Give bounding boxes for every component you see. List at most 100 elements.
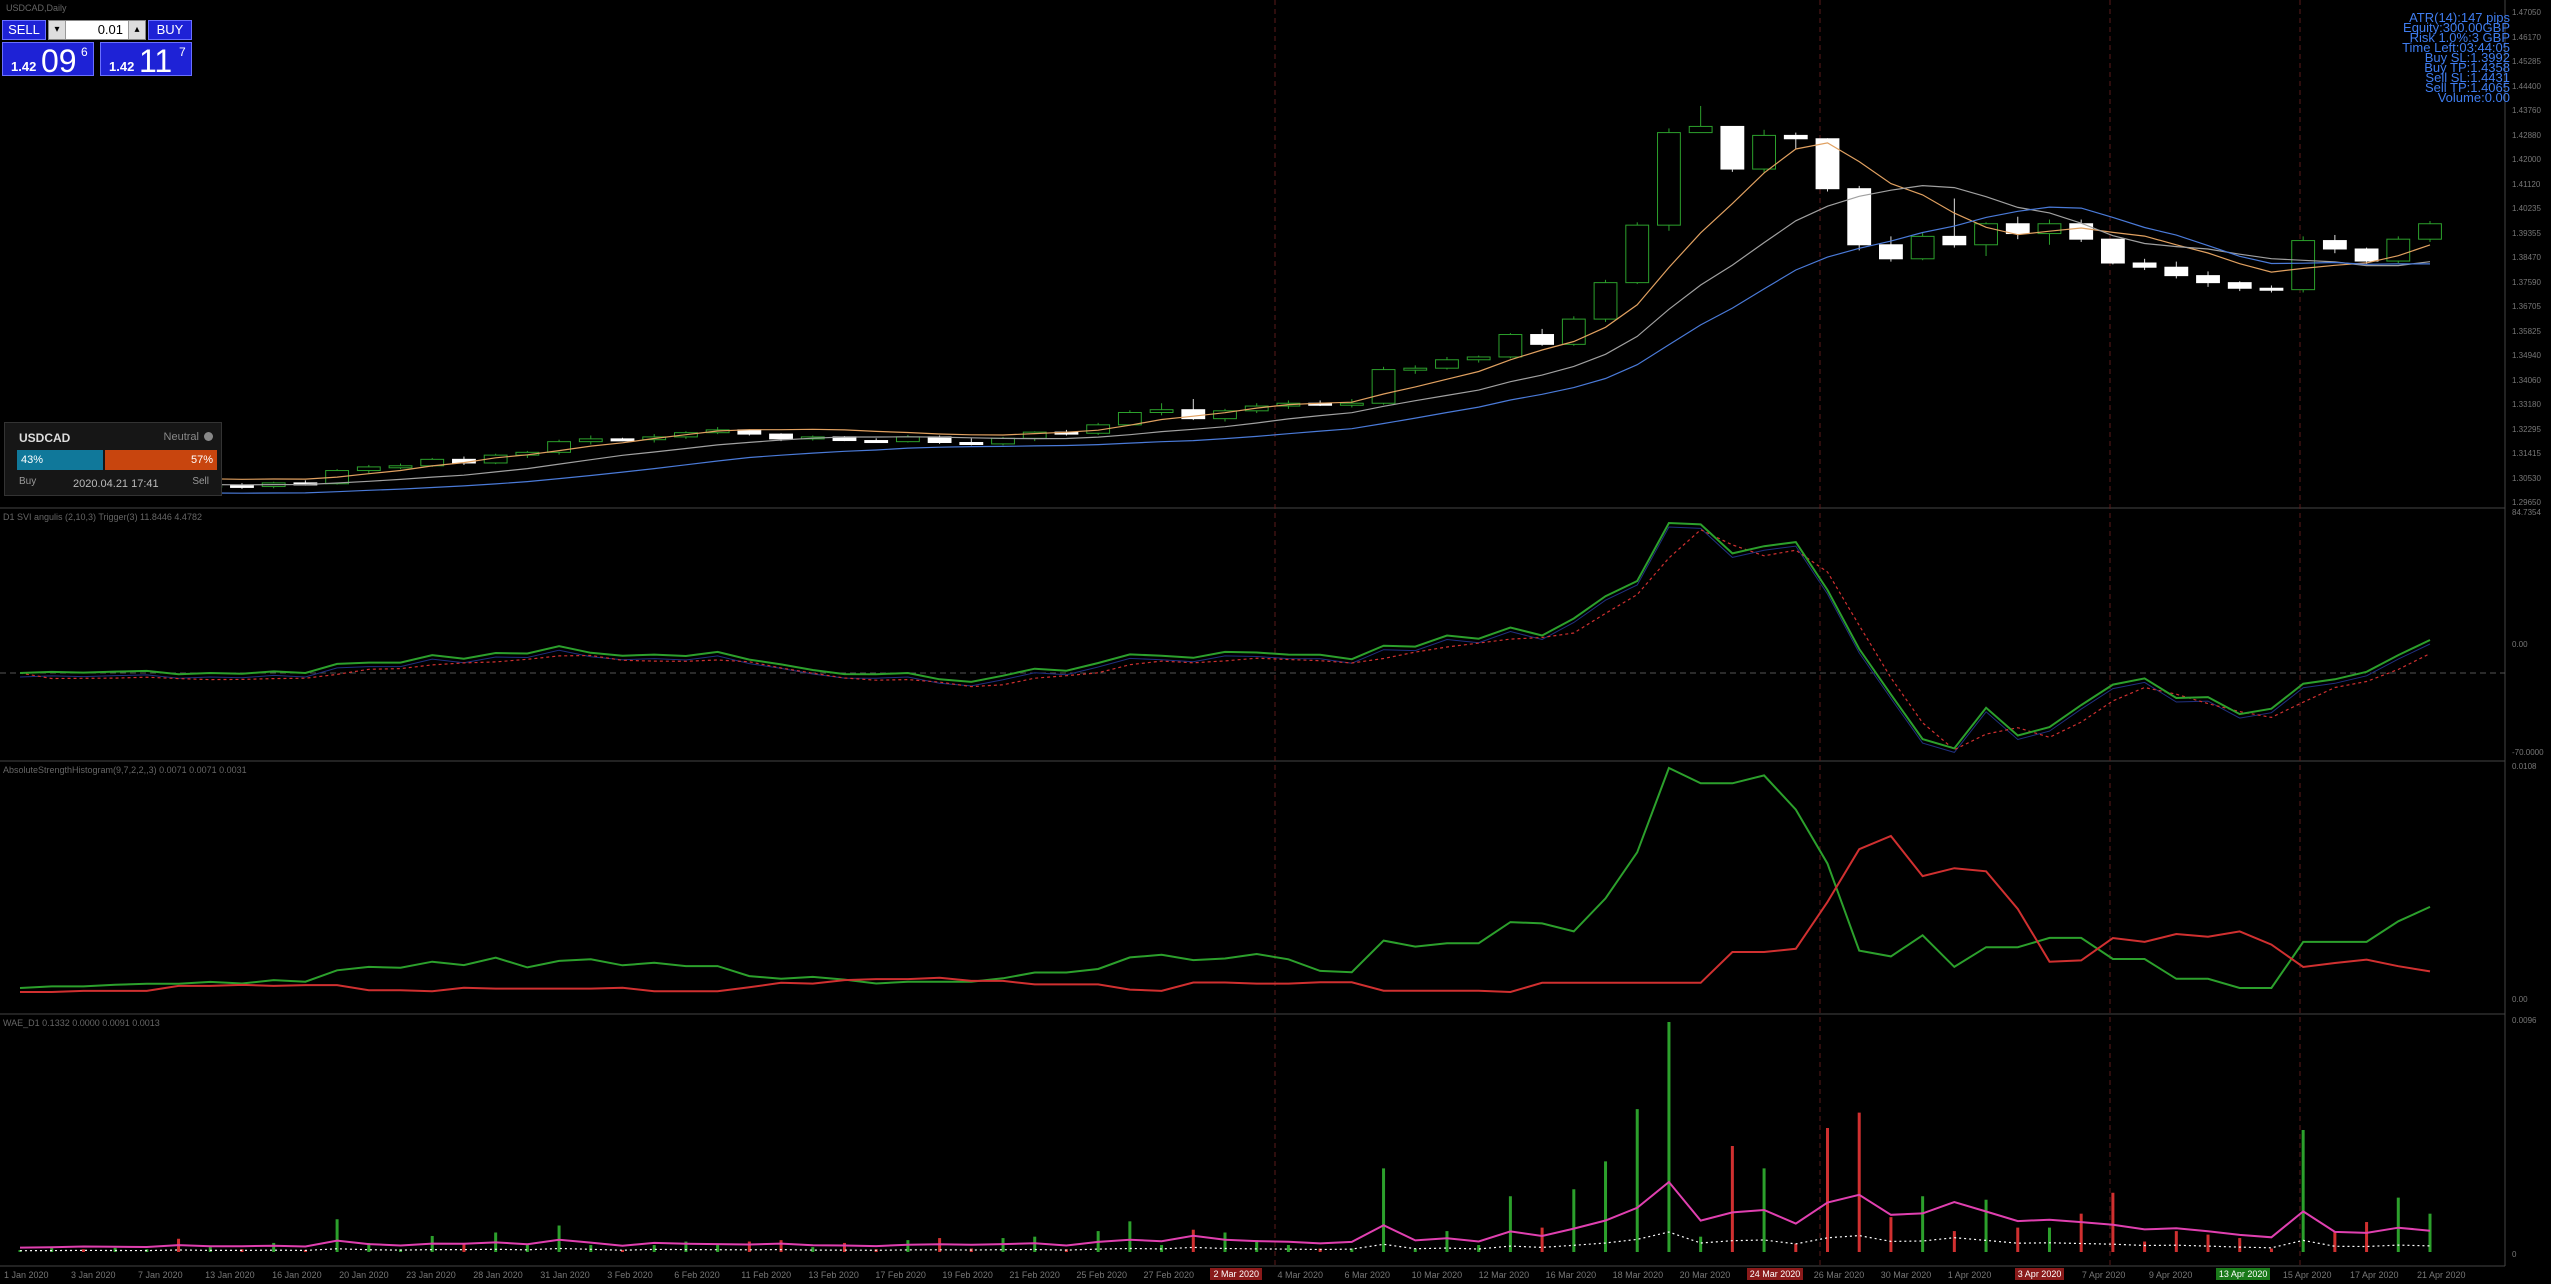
time-axis-label: 17 Feb 2020 (875, 1270, 926, 1280)
candle-body (2164, 266, 2189, 277)
candle-body (230, 484, 254, 488)
buy-price-prefix: 1.42 (109, 59, 135, 74)
osc-scale-top: 84.7354 (2512, 508, 2541, 517)
candle-body (610, 438, 635, 442)
sentiment-status: Neutral (163, 431, 199, 443)
sentiment-widget[interactable]: USDCAD Neutral 43% 57% Buy 2020.04.21 17… (4, 422, 222, 496)
info-sell-tp: Sell TP:1.4065 (2424, 80, 2510, 95)
candle-body (356, 466, 381, 472)
oscillator-title: D1 SVI angulis (2,10,3) Trigger(3) 11.84… (3, 512, 202, 522)
time-axis-label: 21 Feb 2020 (1009, 1270, 1060, 1280)
time-axis-label: 17 Apr 2020 (2349, 1270, 2399, 1280)
sell-button[interactable]: SELL (2, 20, 46, 40)
price-scale-label: 1.37590 (2512, 277, 2541, 287)
time-axis-label: 2 Mar 2020 (1210, 1268, 1263, 1280)
candle-body (2037, 223, 2062, 235)
lot-increase-icon[interactable]: ▴ (128, 21, 145, 39)
candle-body (991, 437, 1015, 445)
candle-body (1625, 224, 1650, 284)
price-scale-label: 1.32295 (2512, 424, 2541, 434)
status-dot-icon (204, 432, 213, 441)
time-axis-label: 20 Jan 2020 (339, 1270, 389, 1280)
time-axis-label: 15 Apr 2020 (2282, 1270, 2332, 1280)
time-axis-label: 7 Jan 2020 (138, 1270, 183, 1280)
candle-body (1561, 318, 1586, 345)
price-scale-label: 1.45285 (2512, 57, 2541, 66)
candle-body (1339, 402, 1364, 406)
lot-decrease-icon[interactable]: ▾ (49, 21, 66, 39)
price-scale-label: 1.44400 (2512, 81, 2541, 91)
strength-bull-line (19, 766, 2431, 989)
time-axis-label: 13 Jan 2020 (205, 1270, 255, 1280)
candle-body (1879, 244, 1903, 260)
sentiment-timestamp: 2020.04.21 17:41 (73, 478, 159, 490)
price-scale-label: 1.42880 (2512, 130, 2541, 140)
info-buy-sl: Buy SL:1.3992 (2424, 50, 2510, 65)
time-axis-label: 25 Feb 2020 (1076, 1270, 1127, 1280)
wae-explosion-line (19, 1180, 2431, 1249)
info-equity: Equity:300.00GBP (2403, 20, 2510, 35)
time-axis-label: 30 Mar 2020 (1880, 1270, 1932, 1280)
time-axis-label: 10 Mar 2020 (1411, 1270, 1463, 1280)
info-time-left: Time Left:03:44:05 (2402, 40, 2510, 55)
price-scale-label: 1.31415 (2512, 449, 2541, 458)
time-axis-label: 31 Jan 2020 (540, 1270, 590, 1280)
time-axis-label: 18 Mar 2020 (1612, 1270, 1664, 1280)
time-axis-label: 16 Mar 2020 (1545, 1270, 1597, 1280)
time-axis-label: 16 Jan 2020 (272, 1270, 322, 1280)
candle-body (2227, 282, 2252, 289)
candle-body (1149, 409, 1174, 413)
sell-price-pips: 09 (41, 43, 77, 79)
time-axis-label: 4 Mar 2020 (1277, 1270, 1324, 1280)
price-scale-label: 1.42000 (2512, 155, 2541, 164)
candle-body (2386, 238, 2411, 262)
candle-body (864, 440, 889, 444)
candle-body (2322, 240, 2347, 250)
candle-body (2196, 275, 2220, 284)
lot-size-input[interactable]: 0.01 (97, 22, 123, 37)
sentiment-buy-label: Buy (19, 476, 37, 487)
sell-price-fraction: 6 (81, 45, 88, 59)
candle-body (1783, 134, 1808, 140)
osc-main-line (19, 521, 2431, 750)
price-scale-label: 1.36705 (2512, 302, 2541, 311)
time-axis-label: 11 Feb 2020 (741, 1270, 792, 1280)
candle-body (2100, 238, 2125, 264)
price-scale-label: 1.35825 (2512, 326, 2541, 336)
time-axis-label: 26 Mar 2020 (1813, 1270, 1865, 1280)
time-axis-label: 6 Feb 2020 (674, 1270, 720, 1280)
lot-size-stepper[interactable]: ▾ 0.01 ▴ (48, 20, 146, 40)
price-scale-label: 1.38470 (2512, 253, 2541, 262)
candle-body (1435, 359, 1459, 369)
strength-scale-top: 0.0108 (2512, 762, 2537, 771)
wae-title: WAE_D1 0.1332 0.0000 0.0091 0.0013 (3, 1018, 160, 1028)
time-axis-label: 3 Jan 2020 (71, 1270, 116, 1280)
time-axis-label: 12 Mar 2020 (1478, 1270, 1530, 1280)
buy-price-button[interactable]: 1.42 11 7 (100, 42, 192, 77)
candle-body (1371, 369, 1396, 404)
candle-body (2354, 248, 2379, 262)
account-info-panel: ATR(14):147 pips Equity:300.00GBP Risk 1… (2402, 11, 2510, 104)
candle-body (769, 433, 793, 440)
ma-fast-line (19, 142, 2431, 481)
time-axis-label: 27 Feb 2020 (1143, 1270, 1194, 1280)
candle-body (2259, 287, 2284, 291)
candle-body (1181, 409, 1206, 420)
time-axis-label: 28 Jan 2020 (473, 1270, 523, 1280)
chart-title: USDCAD,Daily (6, 3, 67, 13)
candle-body (1213, 410, 1237, 420)
strength-histogram-title: AbsoluteStrengthHistogram(9,7,2,2,,3) 0.… (3, 765, 247, 775)
sentiment-sell-bar: 57% (105, 450, 217, 470)
time-axis-label: 19 Feb 2020 (942, 1270, 993, 1280)
sell-price-prefix: 1.42 (11, 59, 37, 74)
price-scale-label: 1.34940 (2512, 351, 2541, 360)
price-scale-label: 1.40235 (2512, 204, 2541, 213)
candle-body (2418, 223, 2442, 240)
buy-button[interactable]: BUY (148, 20, 192, 40)
candle-body (959, 442, 984, 446)
osc-blue-line (19, 526, 2431, 753)
strength-scale-zero: 0.00 (2512, 995, 2528, 1004)
sell-price-button[interactable]: 1.42 09 6 (2, 42, 94, 79)
candle-body (1815, 138, 1840, 190)
